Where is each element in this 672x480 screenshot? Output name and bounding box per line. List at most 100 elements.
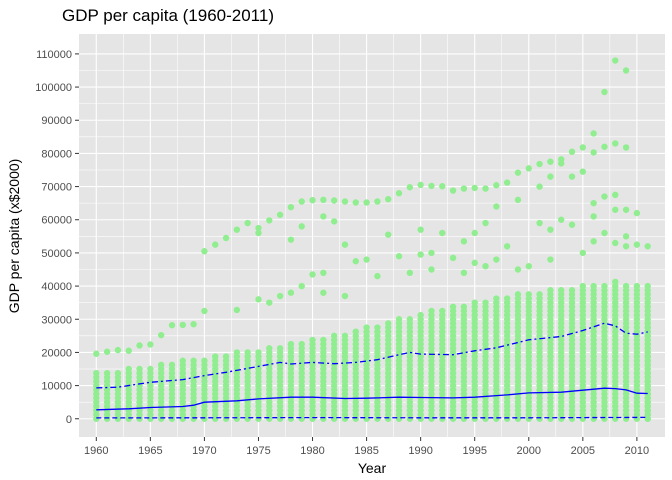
x-tick-label: 2000 bbox=[517, 445, 541, 457]
data-point bbox=[93, 350, 100, 357]
data-point bbox=[503, 243, 511, 250]
data-point bbox=[385, 231, 392, 238]
data-point bbox=[439, 229, 446, 237]
y-tick-label: 100000 bbox=[35, 82, 72, 94]
data-point bbox=[125, 347, 132, 354]
data-point bbox=[644, 243, 651, 250]
data-point bbox=[341, 241, 349, 248]
data-point bbox=[417, 226, 424, 233]
data-point bbox=[147, 365, 154, 373]
data-point bbox=[233, 226, 241, 233]
data-point bbox=[601, 282, 608, 290]
y-tick-label: 90000 bbox=[41, 115, 72, 127]
data-point bbox=[428, 307, 435, 315]
data-point bbox=[298, 340, 305, 348]
data-point bbox=[233, 306, 241, 314]
data-point bbox=[330, 218, 338, 225]
data-point bbox=[547, 287, 554, 294]
data-point bbox=[320, 269, 327, 277]
data-point bbox=[266, 217, 273, 224]
data-point bbox=[320, 289, 327, 296]
data-point bbox=[558, 160, 565, 167]
data-point bbox=[374, 198, 381, 205]
data-point bbox=[482, 185, 489, 192]
data-point bbox=[536, 160, 543, 168]
data-point bbox=[601, 193, 608, 200]
data-point bbox=[136, 365, 143, 373]
data-point bbox=[309, 271, 316, 278]
data-point bbox=[493, 295, 500, 302]
data-point bbox=[341, 292, 349, 300]
data-point bbox=[493, 182, 500, 189]
data-point bbox=[428, 249, 435, 257]
data-point bbox=[330, 197, 338, 204]
series-line-dashed-lower bbox=[96, 416, 648, 419]
data-point bbox=[168, 361, 176, 369]
data-point bbox=[212, 241, 219, 248]
data-point bbox=[547, 158, 554, 165]
data-point bbox=[612, 57, 619, 64]
data-point bbox=[341, 332, 349, 340]
data-point bbox=[460, 269, 468, 277]
data-point bbox=[439, 307, 446, 315]
data-point bbox=[352, 258, 359, 265]
data-point bbox=[406, 316, 414, 323]
data-point bbox=[590, 199, 597, 207]
data-point bbox=[471, 299, 478, 306]
data-point bbox=[266, 345, 273, 352]
data-point bbox=[190, 357, 197, 364]
x-tick-label: 1965 bbox=[138, 445, 162, 457]
data-point bbox=[276, 292, 284, 300]
series-line-dashed-upper bbox=[96, 322, 648, 389]
data-point bbox=[460, 238, 468, 245]
minor-gridlines bbox=[79, 34, 665, 437]
y-tick-label: 50000 bbox=[41, 248, 72, 260]
series-line-solid-middle bbox=[96, 387, 648, 411]
x-tick-label: 1970 bbox=[192, 445, 216, 457]
data-point bbox=[612, 239, 619, 247]
data-point bbox=[601, 88, 608, 96]
data-point bbox=[417, 181, 424, 189]
data-point bbox=[244, 349, 251, 356]
data-point bbox=[266, 299, 273, 306]
data-point bbox=[590, 282, 597, 290]
data-point bbox=[482, 219, 489, 227]
data-point bbox=[395, 190, 403, 197]
data-point bbox=[363, 324, 370, 331]
data-point bbox=[590, 130, 597, 137]
y-axis-title: GDP per capita (x$2000) bbox=[6, 159, 22, 314]
data-point bbox=[547, 226, 554, 233]
data-point bbox=[590, 149, 597, 156]
data-point bbox=[644, 282, 651, 290]
data-point bbox=[471, 229, 478, 237]
data-point bbox=[352, 199, 359, 206]
data-point bbox=[633, 209, 641, 217]
data-point bbox=[579, 168, 587, 175]
data-point bbox=[568, 148, 576, 155]
data-point bbox=[298, 223, 305, 230]
data-point bbox=[633, 282, 641, 290]
data-point bbox=[612, 278, 619, 286]
data-point bbox=[320, 336, 327, 344]
data-point bbox=[579, 249, 587, 257]
x-tick-label: 1990 bbox=[408, 445, 432, 457]
data-point bbox=[136, 342, 143, 349]
data-point bbox=[395, 253, 403, 260]
data-point bbox=[201, 357, 208, 364]
data-point bbox=[579, 282, 587, 290]
data-point bbox=[406, 269, 414, 277]
data-point bbox=[385, 195, 392, 203]
data-point bbox=[190, 321, 197, 328]
data-point bbox=[536, 219, 543, 227]
data-point bbox=[536, 183, 543, 190]
data-point bbox=[103, 369, 111, 377]
data-point bbox=[601, 229, 608, 237]
data-point bbox=[287, 203, 295, 211]
data-point bbox=[525, 262, 532, 270]
data-point bbox=[201, 307, 208, 315]
data-point bbox=[244, 219, 251, 227]
data-point bbox=[374, 272, 381, 280]
data-point bbox=[601, 143, 608, 150]
data-point bbox=[514, 266, 522, 273]
